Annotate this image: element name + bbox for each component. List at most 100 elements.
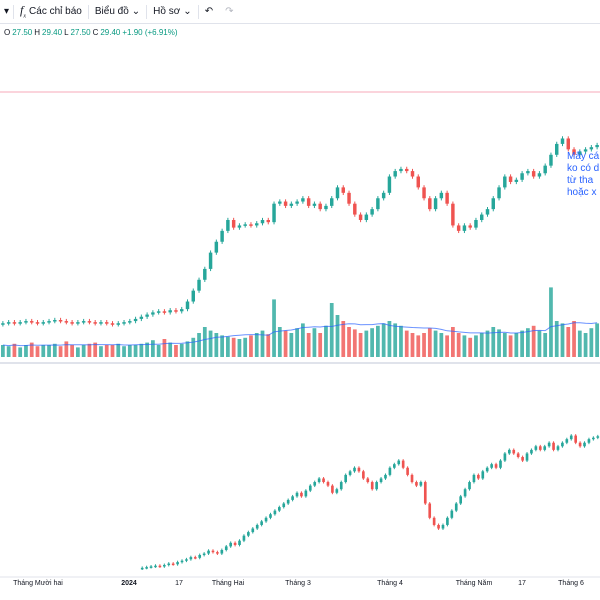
volume-bar	[445, 335, 449, 357]
volume-bar	[127, 345, 132, 357]
volume-bar	[381, 323, 386, 357]
volume-bar	[427, 328, 432, 357]
volume-bar	[99, 346, 103, 357]
candle-body	[211, 550, 215, 553]
candle-body	[282, 503, 286, 508]
open-key: O	[4, 28, 11, 37]
candle-body	[168, 310, 172, 313]
profile-menu-button[interactable]: Hồ sơ ⌄	[147, 0, 198, 23]
volume-bar	[110, 345, 115, 357]
candle-body	[231, 220, 236, 228]
candle-body	[555, 143, 559, 155]
volume-bar	[266, 334, 271, 357]
volume-bar	[566, 327, 571, 357]
redo-button[interactable]: ↷	[219, 0, 239, 23]
close-key: C	[92, 28, 99, 37]
candle-body	[364, 214, 369, 220]
candle-body	[490, 464, 493, 468]
toolbar-divider	[87, 4, 89, 19]
toolbar-leading-chevron[interactable]: ▾	[0, 0, 13, 23]
candle-body	[525, 453, 529, 461]
volume-bar	[531, 325, 536, 357]
volume-bar	[47, 345, 51, 357]
candle-body	[6, 322, 11, 324]
annotation-line: Mấy cá	[567, 151, 600, 162]
candle-body	[139, 316, 144, 319]
toolbar-divider	[197, 4, 199, 19]
candle-body	[158, 565, 162, 568]
candle-body	[468, 482, 471, 490]
candle-body	[406, 467, 409, 475]
volume-bar	[312, 328, 317, 357]
text-annotation[interactable]: Mấy cá ko có d từ tha hoặc x	[567, 151, 600, 199]
candle-body	[451, 203, 455, 226]
high-value: 29.40	[42, 28, 63, 37]
open-value: 27.50	[12, 28, 33, 37]
candle-body	[272, 203, 276, 223]
volume-bar	[277, 327, 282, 357]
volume-bar	[249, 335, 253, 357]
candle-body	[1, 323, 5, 325]
candle-body	[162, 311, 167, 313]
candle-body	[216, 552, 219, 554]
candle-body	[335, 187, 340, 199]
candle-body	[437, 524, 440, 529]
candle-body	[122, 322, 126, 324]
volume-bar	[410, 333, 415, 357]
candle-body	[556, 446, 560, 450]
candle-body	[561, 442, 564, 447]
volume-bar	[231, 337, 236, 357]
volume-bar	[347, 327, 351, 357]
volume-bar	[12, 343, 17, 357]
volume-bar	[179, 343, 184, 357]
candle-body	[370, 482, 374, 490]
chart-menu-button[interactable]: Biểu đồ ⌄	[89, 0, 146, 23]
volume-bar	[145, 342, 149, 357]
candle-body	[569, 435, 573, 440]
candle-body	[388, 467, 392, 475]
candle-body	[514, 179, 519, 182]
volume-bar	[139, 343, 144, 357]
candle-body	[154, 565, 157, 568]
volume-bar	[526, 328, 530, 357]
volume-bar	[416, 335, 421, 357]
candle-body	[450, 510, 454, 518]
candle-body	[379, 478, 383, 483]
candle-body	[462, 225, 467, 231]
volume-bar	[64, 341, 69, 357]
candle-body	[508, 449, 511, 454]
volume-bar	[514, 333, 519, 357]
candle-body	[547, 442, 551, 447]
candle-body	[202, 553, 206, 556]
volume-bar	[537, 330, 542, 357]
candle-body	[198, 554, 202, 558]
volume-bar	[370, 328, 374, 357]
volume-bar	[226, 336, 230, 357]
annotation-line: ko có d	[567, 163, 600, 174]
volume-bar	[589, 328, 594, 357]
candle-body	[156, 311, 161, 313]
candle-body	[145, 314, 149, 317]
volume-bar	[520, 330, 524, 357]
candle-body	[324, 205, 328, 210]
undo-button[interactable]: ↶	[199, 0, 219, 23]
volume-bar	[341, 321, 346, 357]
candle-body	[176, 562, 179, 565]
candle-body	[520, 173, 524, 180]
candle-body	[174, 310, 178, 312]
volume-bar	[52, 343, 57, 357]
volume-bar	[197, 333, 201, 357]
candle-body	[191, 290, 195, 302]
candle-body	[534, 446, 538, 450]
low-value: 27.50	[70, 28, 91, 37]
volume-bar	[456, 333, 461, 357]
candle-body	[185, 301, 190, 310]
candle-body	[384, 474, 387, 479]
indicators-button[interactable]: fx Các chỉ báo	[14, 0, 88, 23]
candle-body	[428, 198, 432, 210]
candle-body	[583, 442, 586, 447]
volume-bar	[497, 329, 501, 357]
candle-body	[266, 220, 270, 223]
candle-body	[485, 467, 489, 472]
